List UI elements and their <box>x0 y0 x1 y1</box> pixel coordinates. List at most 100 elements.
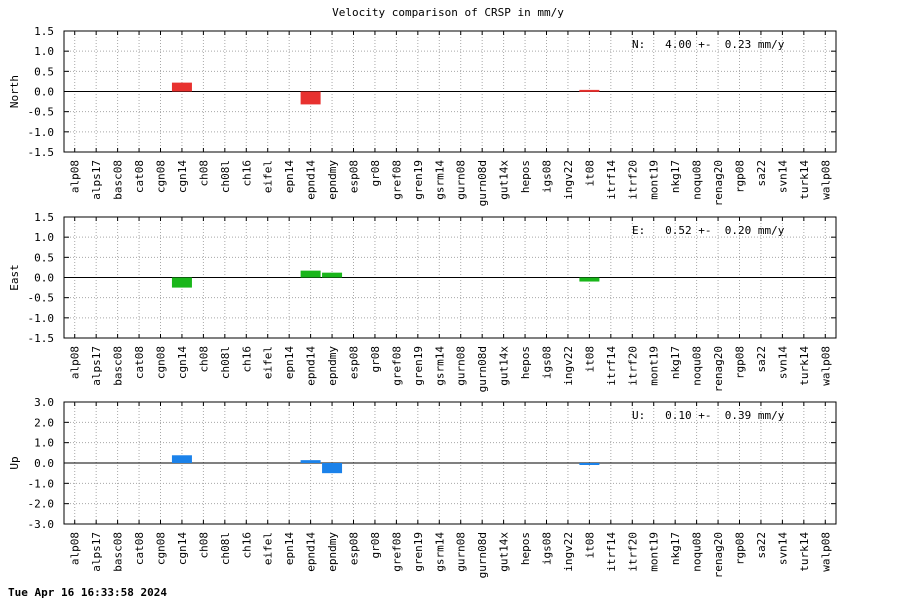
north-bar-cgn14 <box>171 82 192 92</box>
north-bar-epnd14 <box>300 91 321 105</box>
up-x-tick-label: gurn08d <box>476 532 489 578</box>
east-x-tick-label: ch08 <box>197 346 210 373</box>
north-y-tick-label: -1.0 <box>28 126 55 139</box>
east-x-tick-label: itrf14 <box>605 346 618 386</box>
east-y-tick-label: -1.0 <box>28 312 55 325</box>
up-y-axis-label: Up <box>8 456 21 469</box>
north-x-tick-label: hepos <box>519 160 532 193</box>
east-y-tick-label: -0.5 <box>28 292 55 305</box>
east-x-tick-label: alps17 <box>90 346 103 386</box>
east-y-tick-label: 0.0 <box>34 272 54 285</box>
north-x-tick-label: rgp08 <box>734 160 747 193</box>
east-x-tick-label: epnd14 <box>305 346 318 386</box>
up-x-tick-label: mont19 <box>648 532 661 572</box>
east-x-tick-label: igs08 <box>541 346 554 379</box>
up-x-tick-label: ch08 <box>197 532 210 559</box>
north-y-tick-label: -0.5 <box>28 106 55 119</box>
north-x-tick-label: it08 <box>583 160 596 187</box>
up-y-tick-label: -3.0 <box>28 518 55 531</box>
up-x-tick-label: gsrm14 <box>433 532 446 572</box>
timestamp-footer: Tue Apr 16 16:33:58 2024 <box>8 586 167 599</box>
east-bar-epnd14 <box>300 270 321 278</box>
east-x-tick-label: ch16 <box>240 346 253 373</box>
up-x-tick-label: igs08 <box>541 532 554 565</box>
north-x-tick-label: gr08 <box>369 160 382 187</box>
up-x-tick-label: itrf20 <box>626 532 639 572</box>
east-x-tick-label: cgn08 <box>155 346 168 379</box>
north-x-tick-label: ch08l <box>219 160 232 193</box>
north-x-tick-label: gren19 <box>412 160 425 200</box>
north-x-tick-label: cgn14 <box>176 160 189 193</box>
north-x-tick-label: gref08 <box>390 160 403 200</box>
up-x-tick-label: walp08 <box>819 532 832 572</box>
north-x-tick-label: gurn08 <box>455 160 468 200</box>
north-x-tick-label: gsrm14 <box>433 160 446 200</box>
east-x-tick-label: alp08 <box>69 346 82 379</box>
north-x-tick-label: itrf14 <box>605 160 618 200</box>
east-x-tick-label: gut14x <box>498 346 511 386</box>
up-bar-epndmy <box>322 463 343 474</box>
up-x-tick-label: alps17 <box>90 532 103 572</box>
north-x-tick-label: nkg17 <box>669 160 682 193</box>
north-x-tick-label: basc08 <box>112 160 125 200</box>
north-x-tick-label: igs08 <box>541 160 554 193</box>
east-y-tick-label: 1.5 <box>34 211 54 224</box>
up-x-tick-label: turk14 <box>798 532 811 572</box>
east-x-tick-label: gref08 <box>390 346 403 386</box>
up-x-tick-label: gr08 <box>369 532 382 559</box>
east-y-tick-label: 0.5 <box>34 251 54 264</box>
up-x-tick-label: it08 <box>583 532 596 559</box>
east-y-tick-label: 1.0 <box>34 231 54 244</box>
east-x-tick-label: itrf20 <box>626 346 639 386</box>
north-x-tick-label: walp08 <box>819 160 832 200</box>
up-bar-cgn14 <box>171 455 192 463</box>
north-y-tick-label: 0.5 <box>34 65 54 78</box>
east-bar-cgn14 <box>171 277 192 288</box>
north-x-tick-label: sa22 <box>755 160 768 187</box>
north-velocity-annotation: N: 4.00 +- 0.23 mm/y <box>632 38 785 51</box>
north-y-tick-label: 0.0 <box>34 86 54 99</box>
east-bar-epndmy <box>322 272 343 278</box>
north-x-tick-label: alps17 <box>90 160 103 200</box>
up-x-tick-label: svn14 <box>776 532 789 565</box>
east-x-tick-label: epn14 <box>283 346 296 379</box>
north-x-tick-label: turk14 <box>798 160 811 200</box>
north-x-tick-label: ch16 <box>240 160 253 187</box>
east-bar-it08 <box>579 277 600 282</box>
east-x-tick-label: esp08 <box>348 346 361 379</box>
up-x-tick-label: hepos <box>519 532 532 565</box>
east-x-tick-label: ch08l <box>219 346 232 379</box>
north-x-tick-label: epnd14 <box>305 160 318 200</box>
north-y-axis-label: North <box>8 75 21 108</box>
up-x-tick-label: alp08 <box>69 532 82 565</box>
east-x-tick-label: gurn08d <box>476 346 489 392</box>
east-x-tick-label: epndmy <box>326 346 339 386</box>
east-x-tick-label: ingv22 <box>562 346 575 386</box>
up-y-tick-label: 1.0 <box>34 437 54 450</box>
north-x-tick-label: gut14x <box>498 160 511 200</box>
up-x-tick-label: esp08 <box>348 532 361 565</box>
east-x-tick-label: svn14 <box>776 346 789 379</box>
up-y-tick-label: 0.0 <box>34 457 54 470</box>
chart-title: Velocity comparison of CRSP in mm/y <box>332 6 564 19</box>
east-x-tick-label: gr08 <box>369 346 382 373</box>
up-bar-epnd14 <box>300 460 321 463</box>
east-x-tick-label: gsrm14 <box>433 346 446 386</box>
east-x-tick-label: gren19 <box>412 346 425 386</box>
north-y-tick-label: 1.0 <box>34 45 54 58</box>
up-bar-it08 <box>579 463 600 465</box>
north-x-tick-label: itrf20 <box>626 160 639 200</box>
up-x-tick-label: eifel <box>262 532 275 565</box>
east-x-tick-label: basc08 <box>112 346 125 386</box>
up-x-tick-label: noqu08 <box>691 532 704 572</box>
north-x-tick-label: cgn08 <box>155 160 168 193</box>
up-y-tick-label: -2.0 <box>28 498 55 511</box>
up-x-tick-label: basc08 <box>112 532 125 572</box>
up-x-tick-label: nkg17 <box>669 532 682 565</box>
up-x-tick-label: gut14x <box>498 532 511 572</box>
north-y-tick-label: -1.5 <box>28 146 55 159</box>
east-x-tick-label: hepos <box>519 346 532 379</box>
north-x-tick-label: renag20 <box>712 160 725 206</box>
north-y-tick-label: 1.5 <box>34 25 54 38</box>
east-x-tick-label: sa22 <box>755 346 768 373</box>
